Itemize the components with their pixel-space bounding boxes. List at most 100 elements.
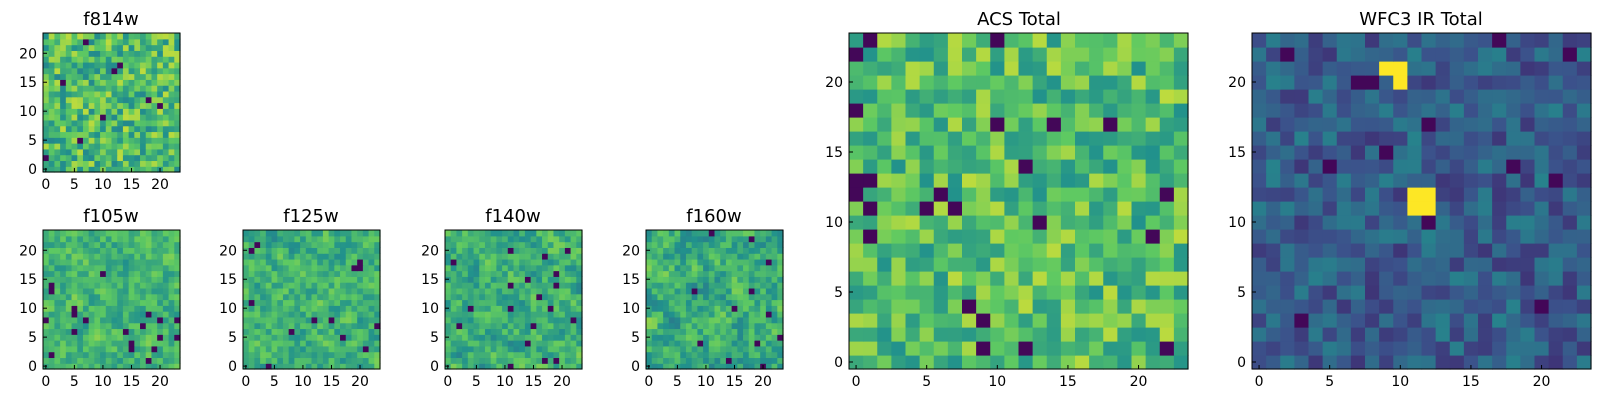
heatmap-cell <box>357 264 364 272</box>
heatmap-cell <box>668 305 676 312</box>
heatmap-cell <box>668 258 676 266</box>
heatmap-cell <box>703 276 710 283</box>
heatmap-cell <box>691 322 698 330</box>
heatmap-cell <box>976 33 991 48</box>
heatmap-cell <box>1336 117 1352 132</box>
heatmap-cell <box>1492 33 1507 48</box>
heatmap-cell <box>1145 89 1161 104</box>
heatmap-cell <box>305 230 313 237</box>
heatmap-cell <box>334 299 341 306</box>
heatmap-cell <box>1350 61 1366 76</box>
heatmap-cell <box>1379 117 1394 132</box>
heatmap-cell <box>105 340 113 347</box>
heatmap-cell <box>542 305 549 312</box>
heatmap-cell <box>1252 327 1267 342</box>
heatmap-cell <box>248 287 256 295</box>
heatmap-cell <box>157 50 164 57</box>
heatmap-cell <box>317 287 324 295</box>
heatmap-cell <box>1576 47 1592 62</box>
heatmap-cell <box>60 96 67 104</box>
heatmap-cell <box>462 287 469 295</box>
heatmap-cell <box>277 299 284 306</box>
heatmap-cell <box>1576 341 1592 356</box>
heatmap-cell <box>1365 33 1380 48</box>
heatmap-cell <box>60 50 67 57</box>
heatmap-cell <box>490 235 497 243</box>
heatmap-cell <box>754 230 761 237</box>
heatmap-cell <box>100 316 107 324</box>
heatmap-cell <box>1294 215 1310 230</box>
heatmap-cell <box>891 313 907 328</box>
heatmap-cell <box>1407 355 1423 370</box>
heatmap-cell <box>507 253 515 260</box>
heatmap-cell <box>496 334 503 341</box>
heatmap-cell <box>43 293 50 301</box>
heatmap-cell <box>334 241 341 248</box>
heatmap-cell <box>905 89 921 104</box>
heatmap-cell <box>714 241 721 248</box>
heatmap-cell <box>1534 103 1550 118</box>
heatmap-cell <box>1379 47 1394 62</box>
heatmap-cell <box>1365 271 1380 286</box>
y-tick-label: 10 <box>19 301 37 317</box>
heatmap-cell <box>105 363 113 370</box>
heatmap-cell <box>94 253 101 260</box>
heatmap-cell <box>157 287 164 295</box>
heatmap-cell <box>685 311 693 318</box>
heatmap-cell <box>502 357 509 364</box>
heatmap-cell <box>65 154 73 162</box>
heatmap-cell <box>1350 131 1366 146</box>
heatmap-cell <box>547 241 555 248</box>
heatmap-cell <box>1336 341 1352 356</box>
heatmap-cell <box>43 340 50 347</box>
heatmap-cell <box>54 247 61 254</box>
heatmap-cell <box>674 235 681 243</box>
heatmap-cell <box>105 50 113 57</box>
heatmap-cell <box>1322 215 1338 230</box>
heatmap-cell <box>168 160 175 167</box>
heatmap-cell <box>1336 33 1352 48</box>
heatmap-cell <box>157 108 164 115</box>
heatmap-cell <box>328 270 335 277</box>
heatmap-cell <box>737 334 744 341</box>
heatmap-cell <box>1322 75 1338 90</box>
heatmap-cell <box>322 241 330 248</box>
heatmap-cell <box>243 340 250 347</box>
heatmap-cell <box>685 345 693 353</box>
heatmap-cell <box>990 187 1005 202</box>
heatmap-cell <box>731 334 738 341</box>
heatmap-cell <box>111 131 118 138</box>
heatmap-cell <box>111 38 118 46</box>
heatmap-cell <box>547 357 555 364</box>
heatmap-cell <box>305 311 313 318</box>
heatmap-cell <box>777 293 784 301</box>
heatmap-cell <box>82 96 90 104</box>
heatmap-cell <box>502 270 509 277</box>
heatmap-cell <box>1117 243 1133 258</box>
heatmap-cell <box>1365 75 1380 90</box>
heatmap-cell <box>71 311 78 318</box>
heatmap-cell <box>340 247 347 254</box>
heatmap-cell <box>351 282 358 289</box>
heatmap-cell <box>933 355 949 370</box>
heatmap-cell <box>260 357 267 364</box>
heatmap-cell <box>668 270 676 277</box>
heatmap-cell <box>374 363 381 370</box>
heatmap-cell <box>1534 271 1550 286</box>
heatmap-cell <box>754 247 761 254</box>
heatmap-cell <box>362 345 370 353</box>
heatmap-cell <box>94 351 101 359</box>
heatmap-cell <box>111 241 118 248</box>
heatmap-cell <box>100 299 107 306</box>
heatmap-cell <box>1576 229 1592 244</box>
heatmap-cell <box>140 73 147 80</box>
heatmap-cell <box>105 154 113 162</box>
heatmap-cell <box>646 235 653 243</box>
heatmap-cell <box>65 166 73 173</box>
heatmap-cell <box>657 258 664 266</box>
heatmap-cell <box>743 340 750 347</box>
heatmap-cell <box>77 137 84 144</box>
heatmap-cell <box>771 287 778 295</box>
heatmap-cell <box>760 328 767 335</box>
